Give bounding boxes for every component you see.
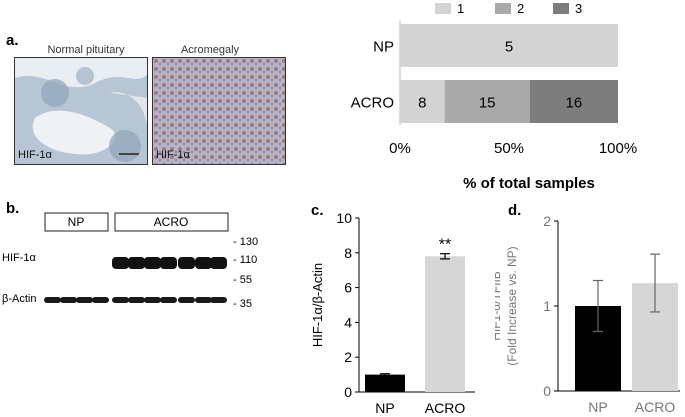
chart-c-y-tick-label: 4 <box>344 314 352 330</box>
hif-band <box>210 257 227 269</box>
x-tick-1: 50% <box>494 140 524 157</box>
actin-band <box>112 297 129 303</box>
actin-band <box>195 297 212 303</box>
group-box-acro <box>114 212 229 232</box>
group-label-acro: ACRO <box>154 215 189 229</box>
actin-band <box>92 297 109 303</box>
segment-label-acro-1: 8 <box>418 95 426 112</box>
chart-c-significance-marker: ** <box>439 237 451 254</box>
chart-d-y-tick-label: 2 <box>543 213 551 229</box>
x-tick-0: 0% <box>389 140 411 157</box>
chart-d-category-np: NP <box>588 399 607 415</box>
chart-d-y-tick-label: 0 <box>543 383 551 399</box>
micrograph-tag-normal: HIF-1α <box>18 149 52 161</box>
hif-band <box>160 257 177 269</box>
marker-35: - 35 <box>233 298 252 310</box>
chart-c-y-axis-title: HIF-1α/β-Actin <box>310 263 325 347</box>
hif-band <box>128 257 145 269</box>
hif-band <box>112 257 129 269</box>
chart-c-y-tick-label: 10 <box>336 210 352 226</box>
actin-band <box>44 297 61 303</box>
panel-a-letter: a. <box>6 32 19 49</box>
marker-55: - 55 <box>233 274 252 286</box>
panel-d-letter: d. <box>508 202 522 219</box>
micrograph-normal-pituitary: HIF-1α <box>14 57 148 165</box>
western-blot: NP ACRO HIF-1α β-Actin - 130 - 110 - 55 … <box>2 212 258 310</box>
actin-band <box>178 297 195 303</box>
stacked-bar-np-segment-1 <box>400 24 618 67</box>
segment-label-np-1: 5 <box>505 39 513 56</box>
stacked-bar-acro-segment-1 <box>400 80 445 123</box>
micrograph-title-acromegaly: Acromegaly <box>180 44 240 56</box>
chart-c-y-tick-label: 6 <box>344 280 352 296</box>
chart-c-category-acro: ACRO <box>425 400 466 416</box>
chart-c-bar-np <box>365 374 405 392</box>
chart-c-y-tick-label: 8 <box>344 245 352 261</box>
chart-c-y-tick-label: 0 <box>344 384 352 400</box>
actin-band <box>128 297 145 303</box>
micrograph-normal-image <box>15 58 147 164</box>
marker-130: - 130 <box>233 236 258 248</box>
hif-band <box>144 257 161 269</box>
legend-label-2: 2 <box>517 1 524 16</box>
actin-band <box>144 297 161 303</box>
actin-band <box>60 297 77 303</box>
x-tick-2: 100% <box>599 140 637 157</box>
chart-c-category-np: NP <box>375 400 394 416</box>
chart-c-bar-acro <box>425 256 465 392</box>
micrograph-title-normal: Normal pituitary <box>47 44 125 56</box>
row-label-hif: HIF-1α <box>2 252 37 264</box>
chart-d-y-axis-subtitle: (Fold Increase vs. NP) <box>505 246 519 365</box>
actin-bands <box>44 297 227 303</box>
actin-band <box>76 297 93 303</box>
segment-label-acro-3: 16 <box>566 95 583 112</box>
micrograph-tag-acromegaly: HIF-1α <box>156 149 190 161</box>
bar-chart-c: 0 2 4 6 8 10 NP ACRO ** HIF-1α/β-Actin <box>310 210 475 416</box>
category-label-np: NP <box>373 39 394 56</box>
group-label-np: NP <box>68 215 85 229</box>
legend-swatch-1 <box>435 3 451 14</box>
legend-label-3: 3 <box>575 1 582 16</box>
panel-b-letter: b. <box>6 200 20 217</box>
actin-band <box>160 297 177 303</box>
bar-chart-d: 0 1 2 NP ACRO HIF1-α/TFIIB (Fold Increase vs. … <box>495 213 680 415</box>
stacked-bar-acro-segment-3 <box>529 80 618 123</box>
x-axis-title: % of total samples <box>463 175 595 192</box>
category-label-acro: ACRO <box>351 95 394 112</box>
actin-band <box>210 297 227 303</box>
legend-swatch-3 <box>553 3 569 14</box>
chart-c-y-tick-label: 2 <box>344 349 352 365</box>
hif-bands <box>112 257 227 269</box>
legend-swatch-2 <box>495 3 511 14</box>
chart-d-category-acro: ACRO <box>635 399 676 415</box>
stacked-bar-chart: 1 2 3 NP 5 ACRO 8 15 16 0% 50% 100% % of total sampl… <box>351 1 638 192</box>
marker-110: - 110 <box>233 254 257 266</box>
panel-c-letter: c. <box>311 202 324 219</box>
segment-label-acro-2: 15 <box>479 95 496 112</box>
hif-band <box>178 257 195 269</box>
hif-band <box>195 257 212 269</box>
group-box-np <box>44 212 109 232</box>
row-label-actin: β-Actin <box>2 293 36 305</box>
legend-label-1: 1 <box>457 1 464 16</box>
chart-d-y-axis-title: HIF1-α/TFIIB <box>495 271 503 341</box>
micrograph-acromegaly: HIF-1α <box>152 57 286 165</box>
stacked-bar-acro-segment-2 <box>444 80 530 123</box>
chart-d-y-tick-label: 1 <box>543 298 551 314</box>
micrograph-acromegaly-image <box>153 58 285 164</box>
